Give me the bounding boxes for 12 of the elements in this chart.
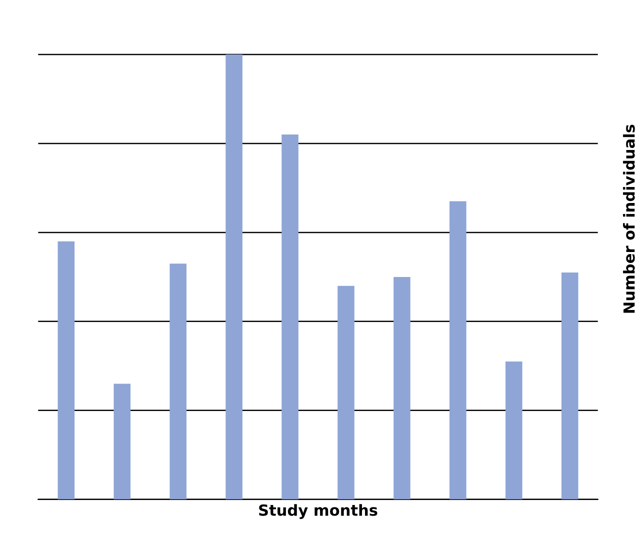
bar bbox=[394, 276, 410, 500]
bar bbox=[505, 361, 522, 500]
y-axis-title: Number of individuals bbox=[623, 124, 635, 313]
bar bbox=[114, 384, 131, 500]
bar bbox=[226, 54, 242, 500]
bar bbox=[282, 134, 298, 500]
bar bbox=[450, 201, 466, 500]
bar bbox=[338, 286, 354, 500]
bar bbox=[170, 264, 186, 500]
bar bbox=[561, 272, 578, 500]
x-axis-title: Study months bbox=[259, 504, 378, 519]
bar bbox=[58, 241, 75, 500]
